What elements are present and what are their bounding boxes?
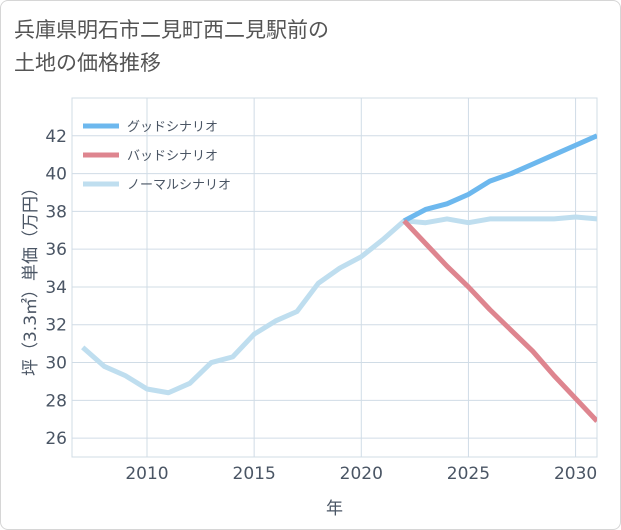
x-tick-label-2010: 2010 <box>125 464 168 484</box>
y-tick-label-34: 34 <box>45 278 67 298</box>
y-tick-label-32: 32 <box>45 316 67 336</box>
x-axis-label: 年 <box>326 499 343 519</box>
chart-title: 兵庫県明石市二見町西二見駅前の 土地の価格推移 <box>14 14 329 80</box>
y-tick-label-42: 42 <box>45 127 67 147</box>
legend-label-normal: ノーマルシナリオ <box>127 178 231 193</box>
x-tick-label-2020: 2020 <box>340 464 383 484</box>
y-axis-label: 坪（3.3㎡）単価（万円） <box>21 179 41 376</box>
x-tick-label-2030: 2030 <box>554 464 597 484</box>
series-line-good <box>402 133 597 224</box>
y-tick-label-30: 30 <box>45 354 67 374</box>
legend-label-bad: バッドシナリオ <box>127 149 218 164</box>
y-tick-label-38: 38 <box>45 202 67 222</box>
chart-title-line-2: 土地の価格推移 <box>14 51 161 75</box>
y-tick-label-36: 36 <box>45 240 67 260</box>
series-group <box>81 133 597 423</box>
y-tick-label-28: 28 <box>45 391 67 411</box>
x-tick-label-2015: 2015 <box>233 464 276 484</box>
plot-area-frame <box>71 97 598 458</box>
series-line-bad <box>402 219 597 423</box>
y-tick-label-40: 40 <box>45 165 67 185</box>
y-tick-label-26: 26 <box>45 429 67 449</box>
x-tick-label-2025: 2025 <box>447 464 490 484</box>
chart-title-line-1: 兵庫県明石市二見町西二見駅前の <box>14 18 329 42</box>
series-line-normal <box>81 214 597 396</box>
legend-label-good: グッドシナリオ <box>127 120 218 135</box>
